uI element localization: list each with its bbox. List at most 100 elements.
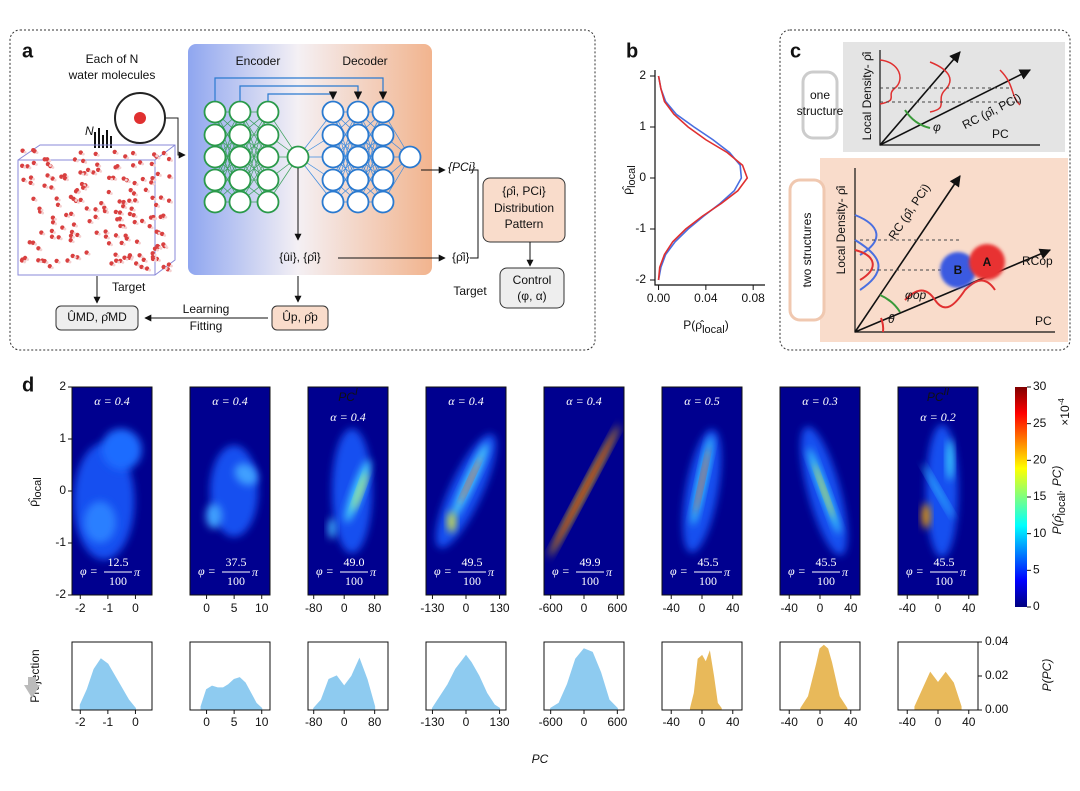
projection-area <box>800 644 848 711</box>
control-label: Control <box>513 273 552 287</box>
panel-c-frame <box>779 29 1071 351</box>
density-blob <box>694 448 710 514</box>
target-label: Target <box>453 284 487 298</box>
pc-label: PC <box>992 127 1009 141</box>
molecule <box>37 206 42 211</box>
molecule <box>72 235 75 239</box>
node <box>228 190 252 214</box>
molecule <box>109 261 114 266</box>
molecule <box>110 243 113 247</box>
molecule <box>42 258 47 264</box>
molecule <box>170 264 173 268</box>
molecule <box>85 173 89 177</box>
phi-prefix: φ = <box>316 564 334 578</box>
skip-connection <box>214 77 388 101</box>
molecule <box>48 175 52 179</box>
molecule <box>103 229 108 234</box>
molecule <box>147 224 152 229</box>
molecule <box>85 167 91 173</box>
molecule <box>130 256 134 260</box>
molecule <box>93 207 98 212</box>
node <box>321 190 345 214</box>
y-tick-label: -2 <box>55 587 66 601</box>
phi-numerator: 49.9 <box>580 555 601 569</box>
phi-prefix: φ = <box>906 564 924 578</box>
phi-denominator: 100 <box>463 574 481 588</box>
molecule <box>47 264 53 269</box>
molecule <box>97 232 101 236</box>
x-tick-label: 5 <box>231 601 238 615</box>
molecule <box>152 182 156 186</box>
molecule <box>60 225 65 230</box>
molecule <box>121 212 124 216</box>
node <box>346 100 370 124</box>
molecule <box>96 209 100 213</box>
x-tick-label: 0 <box>463 715 470 729</box>
molecule <box>122 243 126 246</box>
molecule <box>138 241 141 245</box>
molecule <box>48 159 52 163</box>
molecule <box>42 232 46 236</box>
molecule <box>124 206 128 210</box>
molecule <box>75 224 78 228</box>
angle <box>904 109 931 129</box>
molecule <box>73 189 79 194</box>
node <box>228 145 252 169</box>
molecule <box>89 170 93 173</box>
two-structures-box <box>788 178 826 322</box>
molecule <box>158 259 161 262</box>
node <box>228 168 252 192</box>
molecule <box>167 174 172 179</box>
x-tick-label: 0 <box>132 715 139 729</box>
molecule <box>68 233 74 238</box>
molecule <box>20 148 25 153</box>
molecule <box>96 216 100 220</box>
encoder-label: Encoder <box>236 54 281 68</box>
y-tick-label: 2 <box>639 68 646 82</box>
node <box>371 168 395 192</box>
x-tick-label: 40 <box>844 601 858 615</box>
density-curve <box>657 75 749 281</box>
molecule <box>170 159 173 162</box>
molecule <box>152 164 156 167</box>
x-tick-label: -40 <box>663 601 681 615</box>
molecule <box>39 230 44 235</box>
label-part: ×10 <box>1058 405 1072 426</box>
learning-label: Fitting <box>190 319 223 333</box>
molecule <box>117 260 121 264</box>
molecule <box>168 269 172 273</box>
x-tick-label: 0 <box>935 715 942 729</box>
molecule <box>75 255 80 260</box>
molecule <box>157 231 161 235</box>
alpha-label: α = 0.4 <box>212 394 247 408</box>
density-blob <box>813 463 835 519</box>
molecule <box>25 164 30 169</box>
molecule <box>98 164 102 168</box>
molecule <box>57 198 61 202</box>
x-tick-label: 40 <box>726 715 740 729</box>
molecule <box>159 174 162 177</box>
colorbar-tick-label: 0 <box>1033 599 1040 613</box>
molecule <box>133 198 138 203</box>
phi-denominator: 100 <box>581 574 599 588</box>
y-tick-label: -1 <box>55 535 66 549</box>
projection-area <box>914 671 962 711</box>
molecule <box>84 187 88 191</box>
cluster-b <box>940 252 976 288</box>
molecule <box>137 263 141 267</box>
connection <box>332 134 359 203</box>
molecule <box>132 208 136 212</box>
x-tick-label: 80 <box>368 715 382 729</box>
phi-numerator: 45.5 <box>816 555 837 569</box>
molecule <box>87 218 92 224</box>
molecule <box>95 167 101 173</box>
node <box>398 145 422 169</box>
x-tick-label: 600 <box>607 601 627 615</box>
molecule <box>131 212 136 218</box>
molecule <box>70 253 75 259</box>
skip-connection <box>267 91 338 101</box>
molecule <box>45 157 50 162</box>
theta-label: θ <box>888 312 895 326</box>
molecule <box>96 154 100 157</box>
molecule <box>164 267 168 270</box>
